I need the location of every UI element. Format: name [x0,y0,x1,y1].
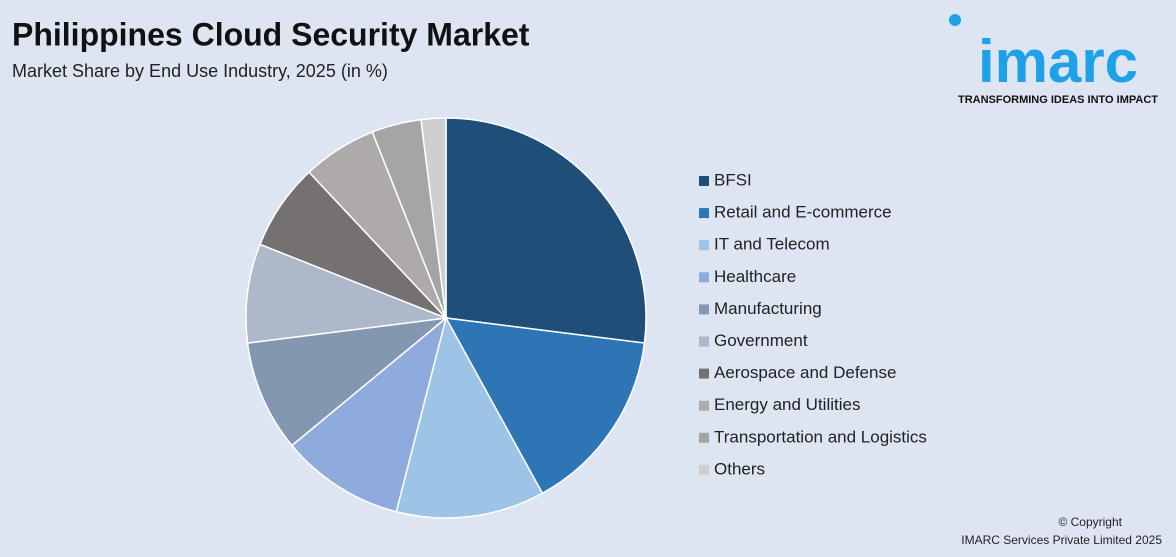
pie-slice [245,243,447,344]
legend-label: Healthcare [714,267,796,286]
pie-slice [420,117,447,319]
legend-swatch [699,368,709,379]
legend-label: Manufacturing [714,299,822,318]
legend-label: Retail and E-commerce [714,203,892,222]
legend-label: Others [714,459,765,478]
legend-swatch [699,208,709,219]
chart-title: Philippines Cloud Security Market [12,16,530,52]
legend-swatch [699,432,709,443]
pie-slice [395,315,544,519]
logo-dot [949,14,961,26]
logo-tagline: TRANSFORMING IDEAS INTO IMPACT [958,94,1158,106]
logo: imarc [978,28,1138,95]
pie-slice [290,315,448,513]
legend-swatch [699,240,709,251]
legend-label: Energy and Utilities [714,395,860,414]
copyright: © Copyright [1058,515,1122,529]
legend-swatch [699,272,709,283]
legend-swatch [699,400,709,411]
copyright: IMARC Services Private Limited 2025 [961,533,1162,547]
legend-label: IT and Telecom [714,235,830,254]
legend-label: Aerospace and Defense [714,363,896,382]
legend-swatch [699,304,709,315]
legend-label: Government [714,331,808,350]
pie-slice [246,316,449,447]
legend-swatch [699,464,709,475]
chart-subtitle: Market Share by End Use Industry, 2025 (… [12,61,388,81]
pie-slice [445,117,647,344]
pie-slice [444,317,646,495]
legend-label: Transportation and Logistics [714,427,927,446]
legend-swatch [699,176,709,186]
legend-label: BFSI [714,170,752,189]
legend-swatch [699,336,709,347]
